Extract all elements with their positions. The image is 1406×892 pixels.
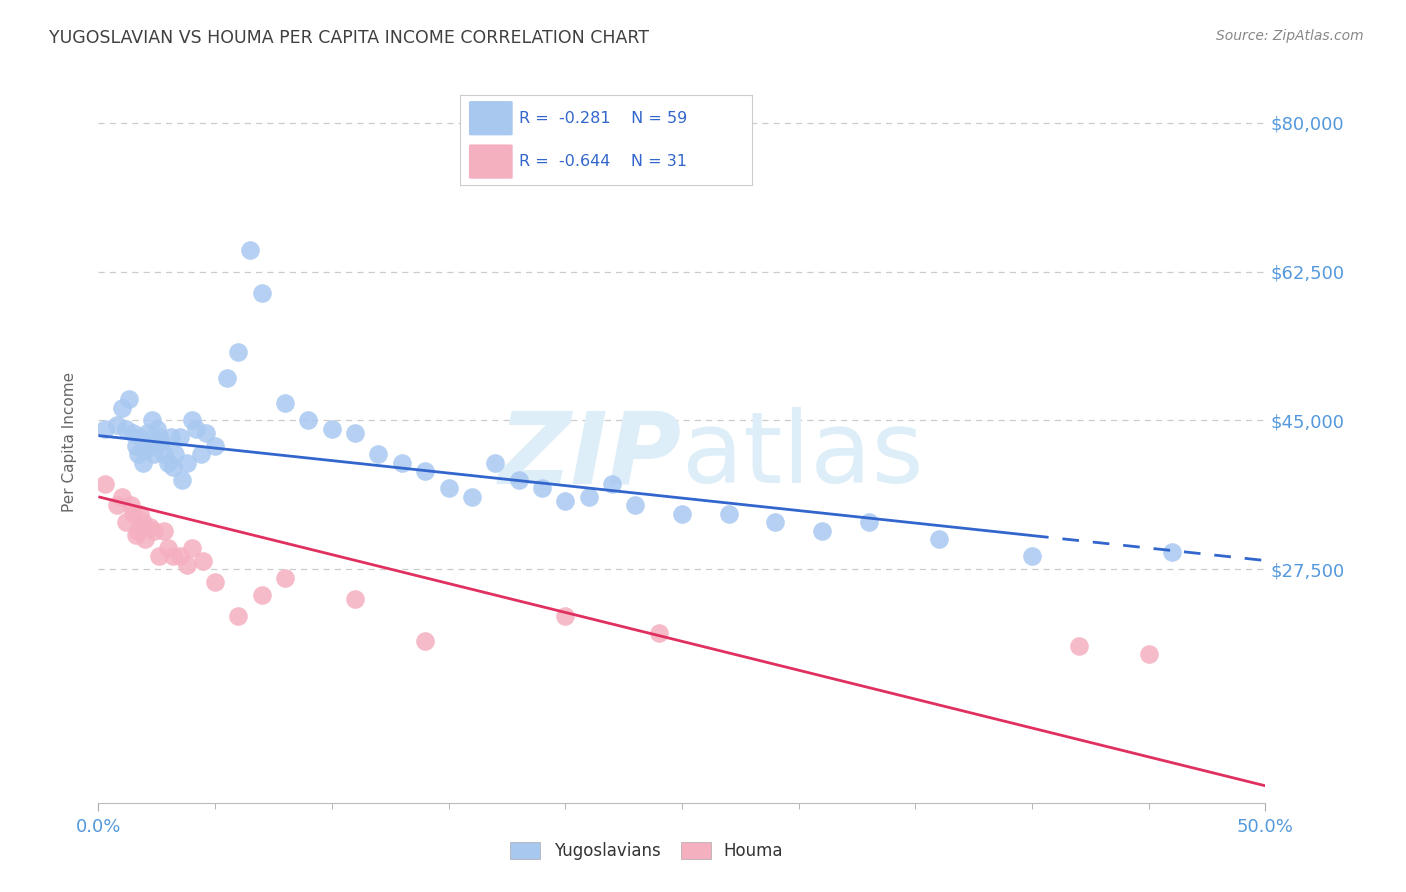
Point — [148, 430, 170, 444]
Point — [120, 498, 142, 512]
Point — [115, 516, 138, 530]
Point — [647, 625, 669, 640]
Point — [228, 608, 250, 623]
Point — [391, 456, 413, 470]
Point — [1137, 647, 1160, 661]
Point — [624, 498, 647, 512]
Text: ZIP: ZIP — [499, 408, 682, 505]
Point — [578, 490, 600, 504]
Point — [134, 533, 156, 547]
Point — [162, 549, 184, 564]
Point — [146, 422, 169, 436]
Point — [413, 464, 436, 478]
Point — [105, 417, 128, 432]
Point — [157, 541, 180, 555]
Point — [461, 490, 484, 504]
Point — [125, 528, 148, 542]
Point — [250, 588, 273, 602]
Point — [143, 447, 166, 461]
Point — [157, 456, 180, 470]
Point — [228, 345, 250, 359]
Point — [1067, 639, 1090, 653]
Point — [129, 507, 152, 521]
Point — [118, 392, 141, 406]
Point — [215, 371, 238, 385]
Point — [134, 443, 156, 458]
Point — [122, 425, 145, 440]
Point — [321, 422, 343, 436]
Point — [250, 285, 273, 300]
Text: atlas: atlas — [682, 408, 924, 505]
Point — [274, 570, 297, 584]
Text: Source: ZipAtlas.com: Source: ZipAtlas.com — [1216, 29, 1364, 43]
Point — [1161, 545, 1184, 559]
Point — [928, 533, 950, 547]
Point — [136, 425, 159, 440]
Point — [159, 430, 181, 444]
Point — [194, 425, 217, 440]
Point — [148, 549, 170, 564]
Point — [180, 541, 202, 555]
Point — [94, 422, 117, 436]
Point — [172, 473, 194, 487]
Point — [94, 477, 117, 491]
Point — [297, 413, 319, 427]
Point — [132, 456, 155, 470]
Point — [125, 439, 148, 453]
Point — [193, 553, 215, 567]
Point — [139, 439, 162, 453]
Point — [176, 558, 198, 572]
Point — [204, 439, 226, 453]
Point — [367, 447, 389, 461]
Point — [186, 422, 208, 436]
Point — [190, 447, 212, 461]
Y-axis label: Per Capita Income: Per Capita Income — [62, 371, 77, 512]
Point — [180, 413, 202, 427]
Point — [127, 524, 149, 538]
Point — [239, 244, 262, 258]
Point — [139, 519, 162, 533]
Point — [169, 430, 191, 444]
Point — [600, 477, 623, 491]
Point — [554, 608, 576, 623]
Point — [484, 456, 506, 470]
Point — [671, 507, 693, 521]
Point — [717, 507, 740, 521]
Point — [413, 634, 436, 648]
Point — [344, 591, 367, 606]
Point — [176, 456, 198, 470]
Point — [554, 494, 576, 508]
Legend: Yugoslavians, Houma: Yugoslavians, Houma — [503, 835, 790, 867]
Point — [132, 516, 155, 530]
Point — [127, 447, 149, 461]
Point — [105, 498, 128, 512]
Point — [152, 447, 174, 461]
Point — [858, 516, 880, 530]
Point — [111, 401, 134, 415]
Point — [152, 524, 174, 538]
Point — [274, 396, 297, 410]
Point — [169, 549, 191, 564]
Point — [437, 481, 460, 495]
Point — [141, 413, 163, 427]
Point — [1021, 549, 1043, 564]
Point — [150, 434, 173, 449]
Point — [344, 425, 367, 440]
Point — [508, 473, 530, 487]
Point — [115, 422, 138, 436]
Point — [204, 574, 226, 589]
Point — [111, 490, 134, 504]
Text: YUGOSLAVIAN VS HOUMA PER CAPITA INCOME CORRELATION CHART: YUGOSLAVIAN VS HOUMA PER CAPITA INCOME C… — [49, 29, 650, 46]
Point — [162, 460, 184, 475]
Point — [165, 447, 187, 461]
Point — [530, 481, 553, 495]
Point — [763, 516, 786, 530]
Point — [143, 524, 166, 538]
Point — [122, 507, 145, 521]
Point — [129, 430, 152, 444]
Point — [811, 524, 834, 538]
